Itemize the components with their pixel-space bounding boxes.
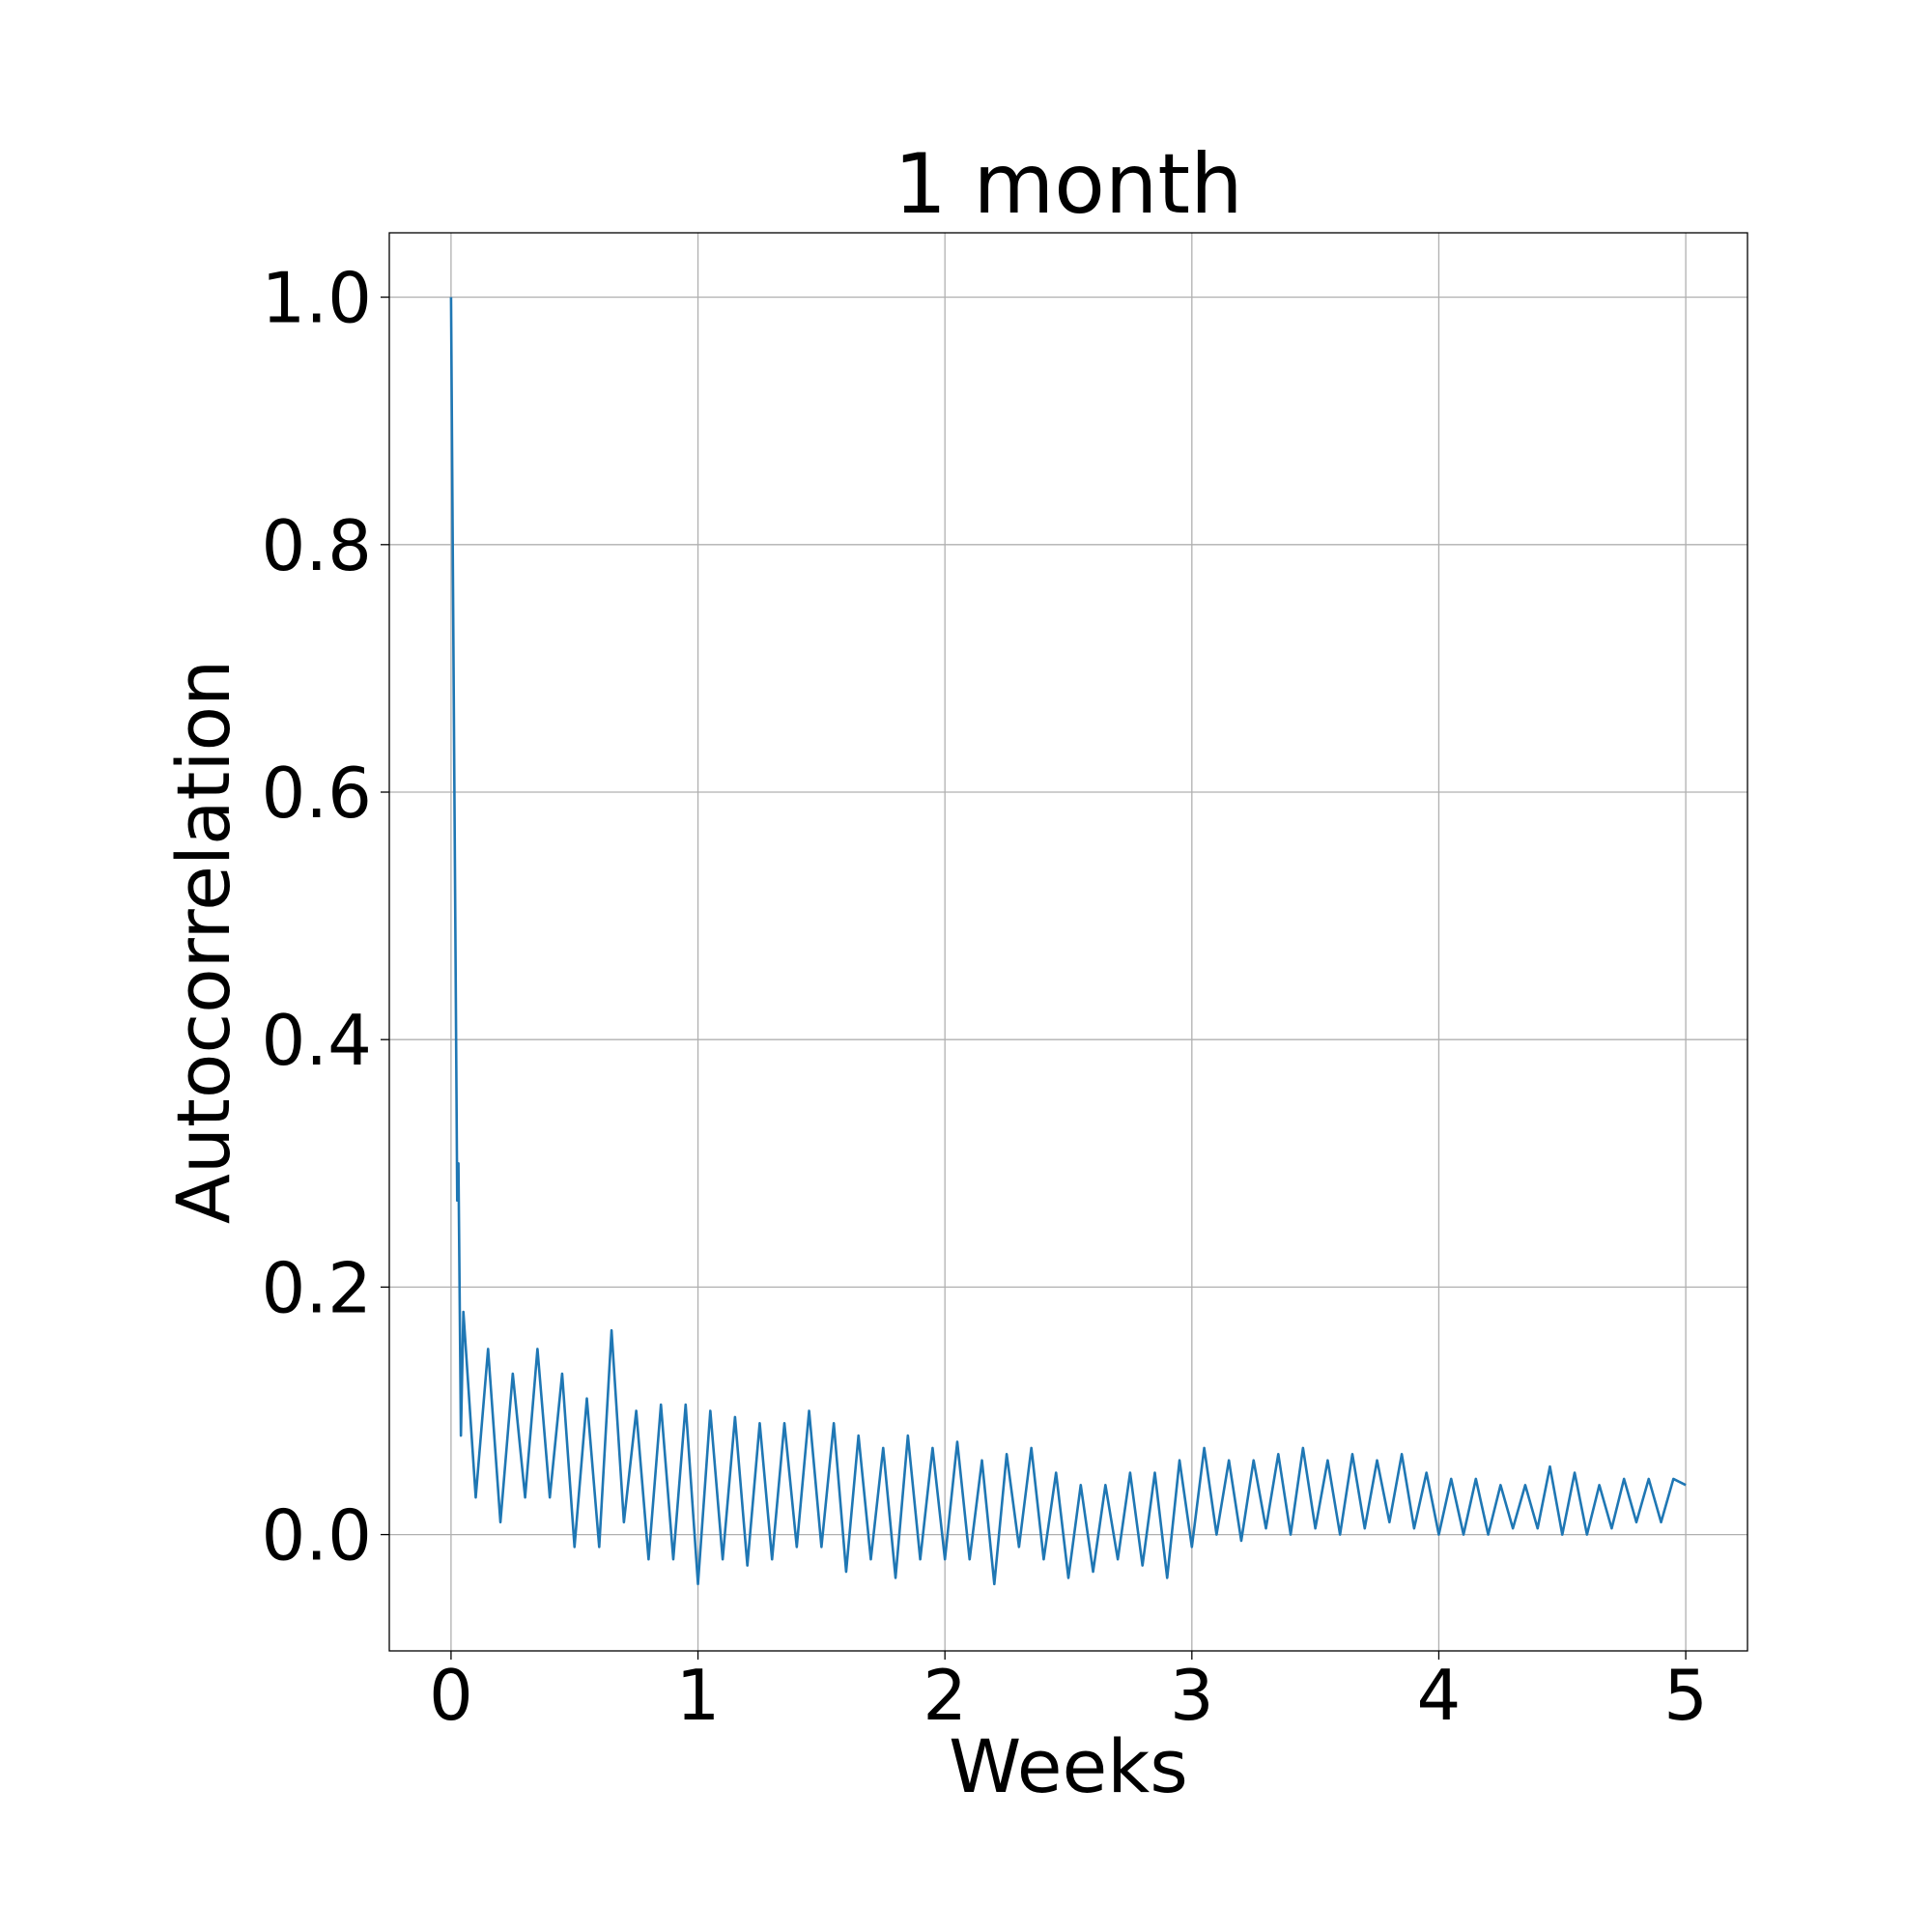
x-tick-label: 2: [923, 1655, 967, 1736]
y-tick-label: 0.8: [261, 505, 372, 586]
x-tick-label: 3: [1170, 1655, 1214, 1736]
x-tick-label: 1: [676, 1655, 721, 1736]
y-tick-label: 0.4: [261, 1000, 372, 1081]
x-tick-label: 0: [429, 1655, 473, 1736]
x-axis-label: Weeks: [949, 1723, 1188, 1809]
y-tick-label: 1.0: [261, 258, 372, 339]
data-line: [449, 297, 1687, 1586]
x-tick-label: 4: [1417, 1655, 1462, 1736]
y-axis-label: Autocorrelation: [160, 660, 246, 1224]
y-tick-label: 0.6: [261, 753, 372, 834]
y-tick-label: 0.2: [261, 1247, 372, 1328]
x-tick-label: 5: [1663, 1655, 1708, 1736]
y-tick-label: 0.0: [261, 1495, 372, 1577]
chart-title: 1 month: [894, 136, 1242, 233]
plot-frame: [388, 232, 1748, 1652]
